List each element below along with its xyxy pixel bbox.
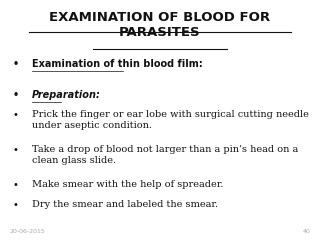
Text: •: • <box>13 110 19 120</box>
Text: Dry the smear and labeled the smear.: Dry the smear and labeled the smear. <box>32 200 218 209</box>
Text: EXAMINATION OF BLOOD FOR
PARASITES: EXAMINATION OF BLOOD FOR PARASITES <box>49 11 271 39</box>
Text: Preparation:: Preparation: <box>32 90 101 100</box>
Text: 20-06-2015: 20-06-2015 <box>10 229 45 234</box>
Text: 40: 40 <box>302 229 310 234</box>
Text: •: • <box>13 145 19 155</box>
Text: •: • <box>13 200 19 210</box>
Text: Examination of thin blood film:: Examination of thin blood film: <box>32 59 203 69</box>
Text: Prick the finger or ear lobe with surgical cutting needle
under aseptic conditio: Prick the finger or ear lobe with surgic… <box>32 110 309 131</box>
Text: Take a drop of blood not larger than a pin’s head on a
clean glass slide.: Take a drop of blood not larger than a p… <box>32 145 298 165</box>
Text: •: • <box>13 180 19 190</box>
Text: •: • <box>13 90 19 100</box>
Text: •: • <box>13 59 19 69</box>
Text: Make smear with the help of spreader.: Make smear with the help of spreader. <box>32 180 223 189</box>
